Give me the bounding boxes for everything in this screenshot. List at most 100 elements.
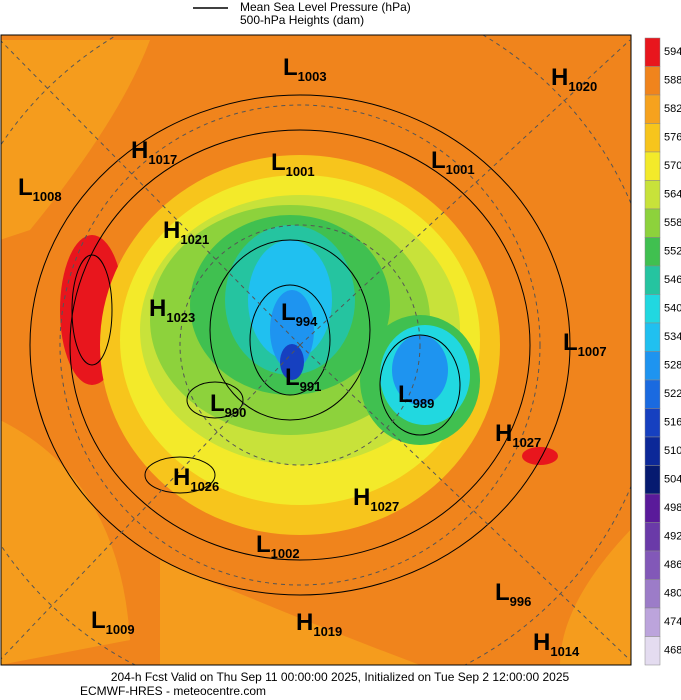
colorbar-swatch: [644, 322, 661, 352]
colorbar-swatch: [644, 607, 661, 637]
center-value: 1027: [370, 499, 399, 514]
colorbar-swatch: [644, 37, 661, 67]
center-value: 991: [300, 379, 322, 394]
center-value: 1001: [446, 162, 475, 177]
pressure-center: H1021: [163, 217, 209, 247]
colorbar-label: 546: [664, 274, 681, 286]
footer-source: ECMWF-HRES - meteocentre.com: [80, 684, 266, 698]
pressure-center: L1007: [563, 329, 607, 359]
colorbar-swatch: [644, 351, 661, 381]
colorbar-swatch: [644, 265, 661, 295]
colorbar-label: 468: [664, 645, 681, 657]
pressure-center: L1001: [431, 147, 475, 177]
colorbar-label: 480: [664, 588, 681, 600]
colorbar-swatch: [644, 208, 661, 238]
warm-core: [522, 447, 558, 465]
center-value: 1019: [313, 624, 342, 639]
colorbar-swatch: [644, 379, 661, 409]
center-value: 1009: [106, 622, 135, 637]
pressure-center: L994: [281, 299, 318, 329]
colorbar-label: 570: [664, 160, 681, 172]
center-value: 1007: [578, 344, 607, 359]
isobars: [29, 94, 571, 596]
center-letter: L: [91, 607, 106, 634]
center-letter: L: [283, 54, 298, 81]
center-letter: H: [551, 64, 568, 91]
center-letter: L: [18, 174, 33, 201]
pressure-center: L1003: [283, 54, 327, 84]
colorbar-label: 522: [664, 388, 681, 400]
pressure-center: L1001: [271, 149, 315, 179]
colorbar-swatch: [644, 465, 661, 495]
colorbar-label: 558: [664, 217, 681, 229]
center-value: 1027: [512, 435, 541, 450]
colorbar-swatch: [644, 522, 661, 552]
colorbar-label: 582: [664, 103, 681, 115]
colorbar-swatch: [644, 636, 661, 666]
legend-pressure: Mean Sea Level Pressure (hPa): [240, 0, 411, 14]
colorbar-swatch: [644, 408, 661, 438]
map: [0, 34, 632, 666]
colorbar-label: 498: [664, 502, 681, 514]
center-letter: L: [271, 149, 286, 176]
colorbar-label: 552: [664, 246, 681, 258]
center-value: 1002: [271, 546, 300, 561]
colorbar-label: 540: [664, 303, 681, 315]
colorbar-label: 474: [664, 616, 681, 628]
center-letter: L: [285, 364, 300, 391]
colorbar-swatch: [644, 436, 661, 466]
center-letter: H: [296, 609, 313, 636]
center-value: 1001: [286, 164, 315, 179]
colorbar-label: 510: [664, 445, 681, 457]
pressure-center: L996: [495, 579, 531, 609]
center-letter: H: [495, 420, 512, 447]
center-letter: H: [163, 217, 180, 244]
band-528: [392, 335, 448, 405]
center-letter: L: [495, 579, 510, 606]
center-letter: L: [256, 531, 271, 558]
colorbar-swatch: [644, 94, 661, 124]
pressure-center: L1002: [256, 531, 300, 561]
center-value: 1023: [166, 310, 195, 325]
colorbar-label: 504: [664, 474, 681, 486]
center-value: 1017: [148, 152, 177, 167]
colorbar-swatch: [644, 237, 661, 267]
center-letter: H: [173, 464, 190, 491]
colorbar-label: 486: [664, 559, 681, 571]
band-516: [280, 344, 304, 380]
center-value: 1014: [550, 644, 580, 659]
pressure-center: L1008: [18, 174, 62, 204]
center-value: 996: [510, 594, 532, 609]
center-letter: L: [281, 299, 296, 326]
pressure-center: H1017: [131, 137, 177, 167]
pressure-center: H1027: [353, 484, 399, 514]
colorbar-swatch: [644, 579, 661, 609]
colorbar-label: 588: [664, 75, 681, 87]
center-value: 989: [413, 396, 435, 411]
colorbar-label: 534: [664, 331, 681, 343]
band-582: [1, 40, 631, 665]
pressure-center: L989: [398, 381, 434, 411]
pressure-center: H1027: [495, 420, 541, 450]
colorbar: 594 588 582 576 570 564 558 552 546 540 534 528 522 5…: [644, 37, 681, 666]
center-letter: H: [131, 137, 148, 164]
center-value: 1021: [180, 232, 209, 247]
colorbar-swatch: [644, 294, 661, 324]
colorbar-swatch: [644, 493, 661, 523]
center-letter: H: [533, 629, 550, 656]
pressure-center: L990: [210, 390, 246, 420]
colorbar-swatch: [644, 550, 661, 580]
colorbar-label: 594: [664, 46, 681, 58]
pressure-center: H1023: [149, 295, 195, 325]
center-value: 1003: [298, 69, 327, 84]
colorbar-label: 528: [664, 360, 681, 372]
pressure-center: L991: [285, 364, 321, 394]
colorbar-label: 516: [664, 417, 681, 429]
colorbar-swatch: [644, 66, 661, 96]
center-value: 1020: [568, 79, 597, 94]
graticule: [1, 35, 631, 665]
center-letter: H: [149, 295, 166, 322]
colorbar-label: 576: [664, 132, 681, 144]
